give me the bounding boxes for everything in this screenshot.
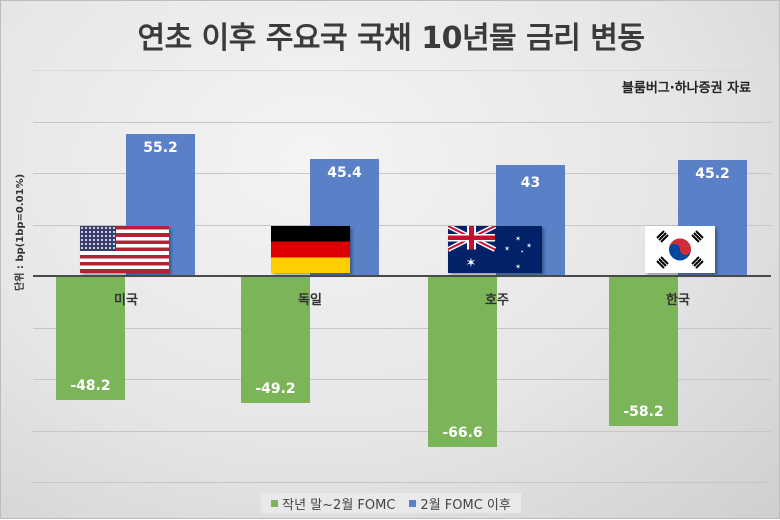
data-label: -66.6 (442, 425, 483, 441)
svg-text:✶: ✶ (515, 235, 521, 243)
svg-text:✶: ✶ (526, 242, 532, 250)
gridline (33, 328, 771, 329)
category-label: 한국 (666, 293, 690, 308)
source-note: 블룸버그·하나증권 자료 (621, 81, 751, 96)
svg-text:✶: ✶ (466, 256, 477, 271)
gridline (33, 379, 771, 380)
chart-title: 연초 이후 주요국 국채 10년물 금리 변동 (137, 21, 645, 56)
legend-item-series2: 2월 FOMC 이후 (409, 494, 511, 513)
data-label: 43 (520, 175, 541, 191)
legend-swatch-green (271, 499, 279, 507)
category-label: 미국 (114, 293, 138, 308)
y-axis-label: 단위 : bp(1bp=0.01%) (15, 173, 26, 291)
plot-area: -48.2 55.2 미국 -49.2 45.4 독일 -66.6 43 (33, 1, 773, 520)
svg-text:✶: ✶ (504, 245, 510, 253)
bar-au-series1: -66.6 (428, 276, 497, 447)
category-label: 독일 (298, 293, 322, 308)
zero-axis-line (33, 275, 771, 277)
data-label: 55.2 (143, 140, 178, 156)
svg-text:✶: ✶ (515, 263, 521, 271)
category-label: 호주 (485, 293, 509, 308)
us-flag-icon (80, 226, 169, 273)
legend-label: 2월 FOMC 이후 (420, 497, 511, 513)
gridline (33, 431, 771, 432)
legend: 작년 말~2월 FOMC 2월 FOMC 이후 (261, 493, 521, 513)
svg-text:✶: ✶ (520, 249, 523, 254)
legend-swatch-blue (409, 499, 417, 507)
legend-label: 작년 말~2월 FOMC (282, 497, 396, 513)
title-divider (31, 70, 749, 71)
gridline (33, 482, 771, 483)
data-label: -48.2 (70, 378, 111, 394)
data-label: 45.4 (327, 165, 362, 181)
gridline (33, 173, 771, 174)
data-label: -49.2 (255, 381, 296, 397)
korea-flag-icon (645, 226, 715, 273)
gridline (33, 122, 771, 123)
gridline (33, 225, 771, 226)
data-label: -58.2 (623, 404, 664, 420)
australia-flag-icon: ✶ ✶ ✶ ✶ ✶ ✶ (448, 226, 542, 273)
bar-kr-series1: -58.2 (609, 276, 678, 426)
bar-de-series1: -49.2 (241, 276, 310, 403)
bar-us-series1: -48.2 (56, 276, 125, 400)
legend-item-series1: 작년 말~2월 FOMC (271, 494, 395, 513)
germany-flag-icon (271, 226, 350, 273)
data-label: 45.2 (695, 166, 730, 182)
